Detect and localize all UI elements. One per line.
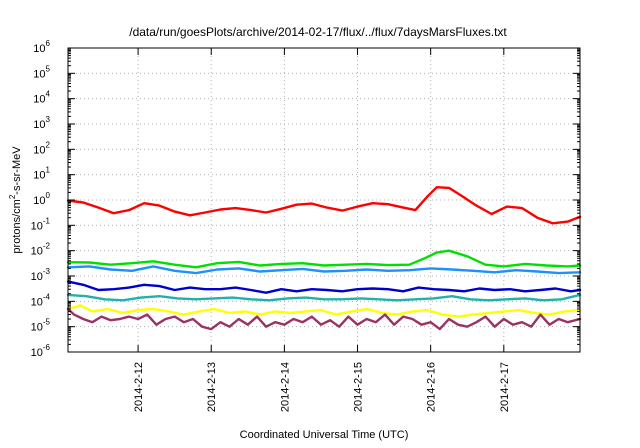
y-tick-label: 103 bbox=[33, 115, 50, 131]
y-tick-labels: 10-6 10-5 10-4 10-3 10-2 10-1 100 101 102 103 104 1… bbox=[31, 39, 51, 359]
x-axis-title: Coordinated Universal Time (UTC) bbox=[240, 429, 409, 441]
y-tick-label: 102 bbox=[33, 140, 50, 156]
y-tick-label: 10-2 bbox=[31, 242, 51, 258]
grid bbox=[68, 48, 580, 352]
y-tick-label: 10-3 bbox=[31, 267, 51, 283]
x-tick-label: 2014-2-13 bbox=[206, 362, 218, 412]
x-tick-label: 2014-2-17 bbox=[499, 362, 511, 412]
y-tick-label: 105 bbox=[33, 64, 50, 80]
series-line-6 bbox=[66, 304, 582, 318]
y-tick-label: 100 bbox=[33, 191, 50, 207]
series-line-4 bbox=[66, 280, 582, 294]
x-tick-label: 2014-2-12 bbox=[133, 362, 145, 412]
y-tick-label: 10-4 bbox=[31, 292, 51, 308]
y-axis-title: protons/cm2-s-sr-MeV bbox=[8, 146, 23, 254]
x-tick-labels: 2014-2-12 2014-2-13 2014-2-14 2014-2-15 2014… bbox=[133, 362, 511, 412]
y-tick-label: 106 bbox=[33, 39, 50, 55]
series-line-3 bbox=[66, 265, 582, 275]
y-tick-label: 10-1 bbox=[31, 216, 51, 232]
series-line-1 bbox=[66, 185, 582, 225]
series-layer bbox=[66, 185, 582, 331]
y-tick-label: 10-5 bbox=[31, 318, 51, 334]
x-tick-label: 2014-2-15 bbox=[353, 362, 365, 412]
y-tick-label: 101 bbox=[33, 166, 50, 182]
chart-title: /data/run/goesPlots/archive/2014-02-17/f… bbox=[129, 25, 507, 39]
ticks bbox=[68, 47, 580, 353]
y-tick-label: 10-6 bbox=[31, 343, 51, 359]
series-line-2 bbox=[66, 249, 582, 269]
y-tick-label: 104 bbox=[33, 90, 50, 106]
series-line-5 bbox=[66, 293, 582, 302]
x-tick-label: 2014-2-14 bbox=[279, 362, 291, 412]
x-tick-label: 2014-2-16 bbox=[426, 362, 438, 412]
series-line-7 bbox=[66, 307, 582, 331]
